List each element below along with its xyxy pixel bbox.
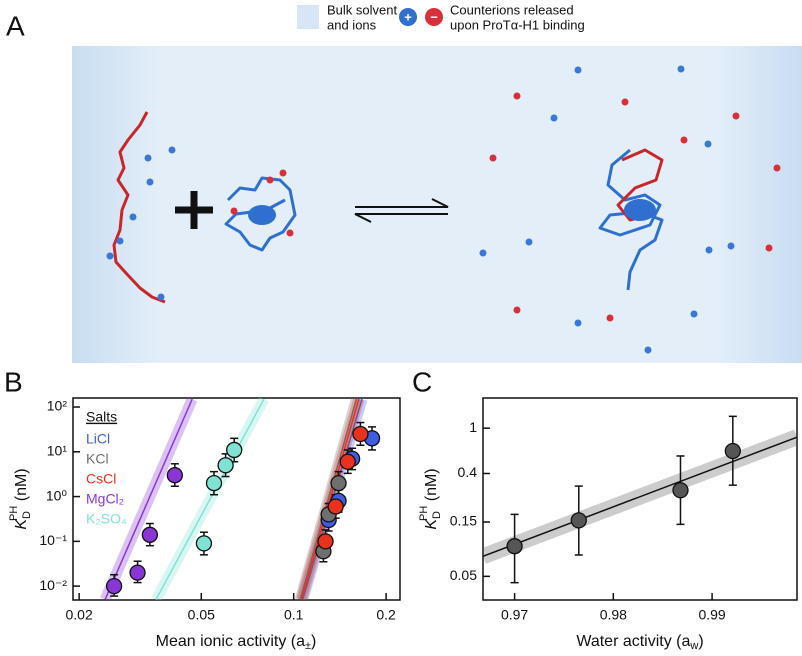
data-point [205,474,223,492]
x-axis-label: Water activity (aw) [576,633,703,652]
legend-text: and ions [327,17,377,32]
data-point [141,526,159,543]
label-sub: D [431,511,443,519]
plot-area [483,415,797,584]
data-point [105,577,123,595]
legend-entry: KCl [86,451,109,467]
data-point [330,474,347,492]
data-point [672,482,689,499]
legend-entry: LiCl [86,431,110,447]
x-tick-label: 0.1 [284,607,304,623]
plot-area [100,398,381,600]
y-axis-label: KDPH (nM) [8,468,33,529]
plot-frame [482,397,798,601]
y-tick-label: 0.05 [450,567,477,583]
panel-label: A [6,10,25,41]
plot-frame [72,397,401,601]
y-tick-label: 10⁻¹ [39,532,67,548]
x-tick-label: 0.99 [698,607,725,623]
equilibrium-arrows [354,198,449,223]
data-point [129,564,146,581]
label-sup: PH [8,506,20,521]
label-part: ) [311,633,316,650]
legend-title: Salts [86,409,117,425]
data-point [226,441,243,459]
cations [106,65,735,354]
data-point [506,538,523,555]
label-sub: w [689,640,698,652]
protein-chain [112,111,166,304]
x-tick-label: 0.02 [66,607,93,623]
fit-line [300,398,360,600]
label-part: Water activity (a [576,633,690,650]
x-axis-label: Mean ionic activity (a±) [156,633,317,652]
y-tick-label: 10² [47,398,68,414]
data-point [317,533,334,550]
ion-sign: − [430,9,438,24]
data-point [724,442,741,460]
plus-sign [175,191,213,229]
fit-line [155,398,265,600]
legend-text: Bulk solvent [327,2,397,17]
x-tick-label: 0.98 [600,607,627,623]
protein-chain [598,148,664,291]
data-point [327,498,344,515]
fit-line [299,398,358,600]
ion-icon [399,8,417,26]
legend-text: Counterions released [450,2,574,17]
y-axis-label: KDPH (nM) [418,468,443,529]
panel-label: C [412,366,432,397]
data-point [217,457,234,474]
label-sub: D [21,511,33,519]
data-point [166,467,183,484]
label-part: K [13,518,30,530]
legend-text: upon ProTα-H1 binding [450,17,585,32]
fit-line [104,398,193,600]
y-tick-label: 1 [469,419,477,435]
histone-core [248,205,276,225]
label-part: (nM) [423,468,440,505]
label-part: Mean ionic activity (a [156,633,305,650]
y-tick-label: 0.15 [450,513,477,529]
data-point [339,453,356,470]
y-tick-label: 0.4 [458,464,478,480]
label-part: K [423,518,440,530]
y-tick-label: 10¹ [47,442,68,458]
anions [230,92,781,322]
y-tick-label: 10⁰ [46,487,68,503]
label-part: (nM) [13,468,30,505]
legend-entry: MgCl₂ [86,491,124,507]
x-tick-label: 0.2 [376,607,396,623]
legend-entry: K₂SO₄ [86,511,127,527]
x-tick-label: 0.05 [188,607,215,623]
data-point [195,535,213,552]
label-sub: ± [305,640,311,652]
fit-line [483,436,797,557]
panel-label: B [4,366,23,397]
legend-entry: CsCl [86,471,116,487]
data-point [352,425,369,443]
y-tick-label: 10⁻² [39,577,67,593]
x-tick-label: 0.97 [501,607,528,623]
ion-icon [425,8,443,26]
data-point [570,512,587,529]
ion-sign: + [404,9,412,24]
label-part: ) [698,633,703,650]
label-sup: PH [418,506,430,521]
bulk-swatch [297,5,319,29]
protein-chain [224,176,297,252]
complex-core [624,199,656,221]
